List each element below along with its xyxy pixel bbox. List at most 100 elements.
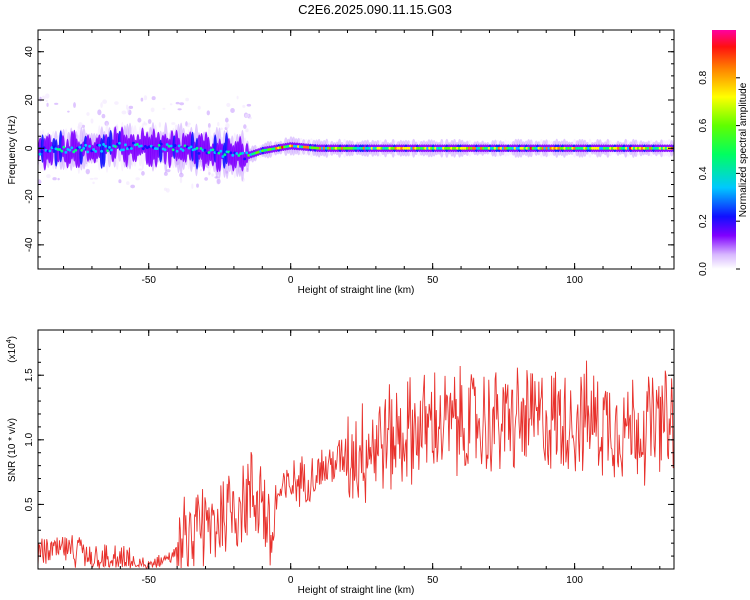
spectrogram-core: [414, 146, 418, 150]
spectrogram-core: [195, 146, 199, 150]
spectrogram-core: [664, 146, 668, 150]
spectrogram-core: [531, 146, 535, 150]
spectrogram-speck: [39, 96, 42, 102]
spectrogram-core: [567, 146, 571, 150]
spectrogram-core: [96, 143, 100, 147]
snr-series-line: [38, 360, 674, 569]
spectrogram-speck: [244, 113, 250, 118]
spectrogram-speck: [179, 177, 183, 184]
spectrogram-speck: [86, 112, 90, 116]
spectrogram-speck: [225, 122, 230, 129]
spectrogram-core: [545, 146, 549, 150]
spectrogram-speck: [150, 107, 155, 113]
spectrogram-core: [422, 146, 425, 150]
spectrogram-speck: [199, 168, 203, 172]
spectrogram-ticks: -50 0 50 100 -40 -20 0 20 40: [24, 30, 674, 286]
spectrogram-core: [102, 143, 105, 146]
spectrogram-core: [549, 146, 553, 150]
spectrogram-core: [330, 146, 334, 150]
spectrogram-core: [529, 146, 533, 150]
spectrogram-core: [455, 146, 459, 150]
spectrogram-speck: [191, 183, 194, 189]
spectrogram-speck: [90, 118, 94, 124]
spectrogram-core: [177, 144, 181, 148]
spectrogram-core: [139, 144, 143, 148]
spectrogram-core: [573, 146, 577, 150]
spectrogram-speck: [45, 93, 50, 99]
spectrogram-speck: [220, 127, 223, 131]
spectrogram-core: [477, 146, 481, 150]
spectrogram-core: [211, 148, 215, 152]
spectrogram-core: [509, 146, 513, 150]
spectrogram-core: [320, 146, 324, 150]
spectrogram-speck: [245, 128, 249, 133]
spectrogram-core: [382, 146, 386, 150]
spectrogram-core: [358, 146, 362, 150]
spectrogram-core: [487, 146, 491, 150]
spectrogram-core: [595, 146, 598, 150]
spectrogram-speck: [81, 124, 86, 129]
spectrogram-speck: [162, 107, 166, 110]
spectrogram-core: [159, 142, 163, 146]
spectrogram-core: [384, 146, 388, 150]
spectrogram-core: [322, 146, 326, 150]
spectrogram-marks: [38, 93, 674, 193]
spectrogram-core: [90, 149, 94, 153]
spectrogram-core: [56, 148, 60, 151]
spectrogram-speck: [73, 102, 76, 108]
snr-y-tick-label: 0.5: [24, 497, 35, 511]
spectrogram-speck: [135, 177, 140, 181]
spectrogram-speck: [179, 172, 184, 178]
spectrogram-core: [436, 146, 439, 150]
spectrogram-speck: [243, 124, 247, 130]
spectrogram-core: [394, 146, 398, 150]
spectrogram-core: [203, 148, 207, 152]
spectrogram-core: [326, 146, 330, 150]
spectrogram-core: [646, 146, 650, 150]
spectrogram-core: [48, 149, 52, 153]
spectrogram-core: [412, 146, 416, 150]
colorbar-ticks: 0.0 0.2 0.4 0.6 0.8: [698, 70, 740, 276]
spectrogram-speck: [89, 177, 94, 180]
spectrogram-core: [64, 150, 68, 154]
spectrogram-core: [448, 146, 451, 150]
spectrogram-core: [356, 146, 360, 150]
spectrogram-core: [424, 146, 427, 150]
spectrogram-core: [400, 146, 404, 150]
snr-panel: -50 0 50 100 0.5 1.0 1.5 Height of straight li…: [6, 329, 675, 596]
spectrogram-core: [660, 146, 664, 150]
spectrogram-core: [569, 146, 573, 150]
snr-x-tick-label: 50: [427, 575, 439, 586]
spectrogram-core: [457, 146, 461, 150]
spectrogram-core: [537, 146, 541, 150]
spectrogram-core: [153, 147, 157, 150]
spectrogram-speck: [140, 97, 144, 102]
spectrogram-frame: [37, 29, 675, 270]
spectrogram-core: [173, 144, 177, 147]
spectrogram-core: [58, 148, 62, 151]
spectrogram-speck: [163, 171, 168, 176]
spectrogram-core: [618, 146, 622, 150]
spectrogram-core: [237, 154, 241, 157]
spectrogram-speck: [196, 183, 199, 188]
spectrogram-core: [658, 146, 662, 150]
spectrogram-core: [338, 146, 342, 150]
colorbar-tick-label: 0.8: [698, 70, 709, 84]
spectrogram-speck: [204, 177, 208, 181]
spectrogram-core: [581, 146, 584, 150]
spectrogram-core: [181, 149, 185, 152]
spectrogram-y-tick-label: -20: [24, 189, 35, 204]
spectrogram-core: [465, 146, 469, 150]
spectrogram-speck: [242, 104, 246, 108]
snr-x-tick-label: 0: [288, 575, 294, 586]
spectrogram-core: [535, 146, 539, 150]
spectrogram-core: [632, 146, 636, 150]
spectrogram-core: [223, 153, 227, 157]
spectrogram-core: [499, 146, 503, 150]
spectrogram-speck: [163, 187, 167, 191]
spectrogram-core: [597, 146, 600, 150]
spectrogram-core: [171, 148, 175, 152]
spectrogram-speck: [128, 105, 134, 110]
spectrogram-core: [370, 146, 374, 150]
